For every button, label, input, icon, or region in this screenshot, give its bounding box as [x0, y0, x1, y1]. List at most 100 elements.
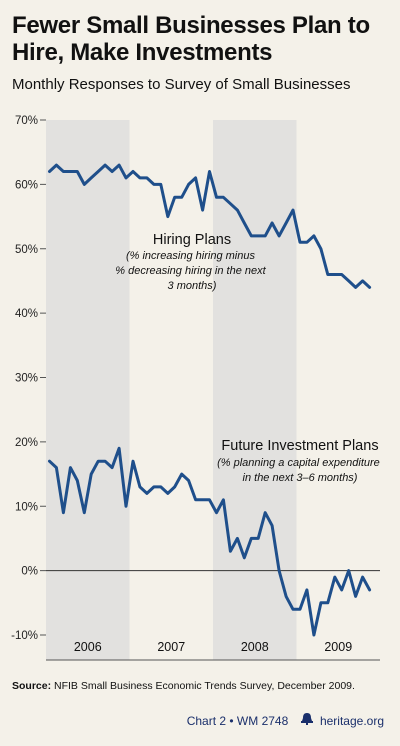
y-tick-label: 60% — [15, 179, 38, 191]
y-tick-label: 50% — [15, 244, 38, 256]
data-point — [132, 170, 134, 173]
chart-subtitle: Monthly Responses to Survey of Small Bus… — [12, 76, 351, 93]
data-point — [132, 460, 134, 463]
data-point — [306, 589, 308, 591]
data-point — [313, 235, 315, 237]
data-point — [201, 499, 204, 501]
data-point — [104, 164, 106, 166]
data-point — [118, 164, 120, 166]
data-point — [180, 196, 183, 199]
site-name: heritage.org — [319, 714, 384, 728]
data-point — [48, 170, 51, 173]
data-point — [368, 589, 371, 591]
data-point — [201, 209, 204, 211]
data-point — [173, 196, 176, 199]
source-text: NFIB Small Business Economic Trends Surv… — [54, 680, 355, 692]
y-tick-label: -10% — [11, 630, 38, 642]
data-point — [125, 177, 127, 179]
hiring-plans-label: Hiring Plans — [153, 232, 231, 248]
y-tick-label: 0% — [21, 566, 38, 578]
data-point — [340, 589, 343, 591]
data-point — [264, 235, 267, 237]
data-point — [215, 196, 218, 199]
chart-id: Chart 2 • WM 2748 — [186, 714, 289, 728]
data-point — [55, 466, 58, 469]
gridlines — [46, 570, 380, 661]
source-label: Source: — [12, 680, 52, 692]
data-point — [48, 460, 51, 463]
data-point — [215, 511, 218, 514]
data-point — [361, 576, 364, 578]
data-point — [327, 602, 329, 604]
data-point — [250, 537, 253, 540]
data-point — [347, 569, 350, 572]
data-point — [236, 209, 239, 211]
data-point — [167, 492, 169, 495]
data-point — [229, 550, 232, 553]
data-point — [299, 241, 301, 244]
data-point — [222, 196, 225, 199]
data-point — [180, 473, 183, 475]
data-point — [222, 499, 225, 501]
data-point — [354, 595, 357, 598]
data-point — [271, 222, 273, 224]
y-tick-label: 30% — [15, 373, 38, 385]
data-point — [83, 511, 86, 514]
data-point — [83, 183, 86, 186]
data-point — [361, 280, 364, 282]
data-point — [306, 241, 308, 244]
data-point — [257, 235, 260, 237]
data-point — [146, 492, 148, 495]
data-point — [125, 505, 127, 508]
x-tick-label: 2007 — [157, 640, 185, 654]
data-point — [334, 576, 336, 578]
investment-plans-label: Future Investment Plans — [221, 438, 378, 454]
series-lines — [48, 163, 372, 637]
data-point — [160, 183, 162, 186]
data-point — [236, 537, 239, 540]
series-annotations: Hiring Plans (% increasing hiring minus … — [115, 232, 380, 484]
source-note: Source: NFIB Small Business Economic Tre… — [12, 680, 355, 692]
data-point — [320, 248, 322, 250]
y-tick-label: 20% — [15, 437, 38, 449]
data-point — [299, 608, 301, 611]
data-point — [55, 164, 58, 166]
x-tick-label: 2006 — [74, 640, 102, 654]
year-bands — [46, 120, 297, 660]
data-point — [320, 602, 322, 604]
data-point — [153, 486, 155, 488]
data-point — [285, 222, 287, 224]
data-point — [146, 177, 148, 179]
data-point — [187, 479, 190, 482]
data-point — [97, 170, 99, 173]
data-point — [257, 537, 260, 540]
data-point — [194, 177, 197, 179]
data-point — [313, 634, 315, 636]
y-tick-label: 70% — [15, 115, 38, 127]
y-axis: 70% 60% 50% 40% 30% 20% 10% 0% -10% — [11, 115, 46, 642]
data-point — [292, 209, 294, 211]
year-band-2008 — [213, 120, 297, 660]
x-tick-label: 2009 — [324, 640, 352, 654]
x-tick-label: 2008 — [241, 640, 269, 654]
data-point — [278, 235, 280, 237]
data-point — [153, 183, 155, 186]
data-point — [368, 286, 371, 289]
data-point — [173, 486, 176, 488]
chart-title: Fewer Small Businesses Plan to Hire, Mak… — [12, 12, 370, 66]
data-point — [90, 177, 92, 179]
data-point — [62, 170, 65, 173]
data-point — [104, 460, 106, 463]
data-point — [76, 170, 79, 173]
data-point — [111, 170, 113, 173]
data-point — [97, 460, 99, 463]
data-point — [118, 447, 120, 450]
y-tick-label: 40% — [15, 308, 38, 320]
data-point — [187, 183, 190, 186]
data-point — [167, 215, 169, 218]
data-point — [69, 170, 72, 173]
data-point — [139, 486, 141, 488]
data-point — [208, 170, 211, 173]
